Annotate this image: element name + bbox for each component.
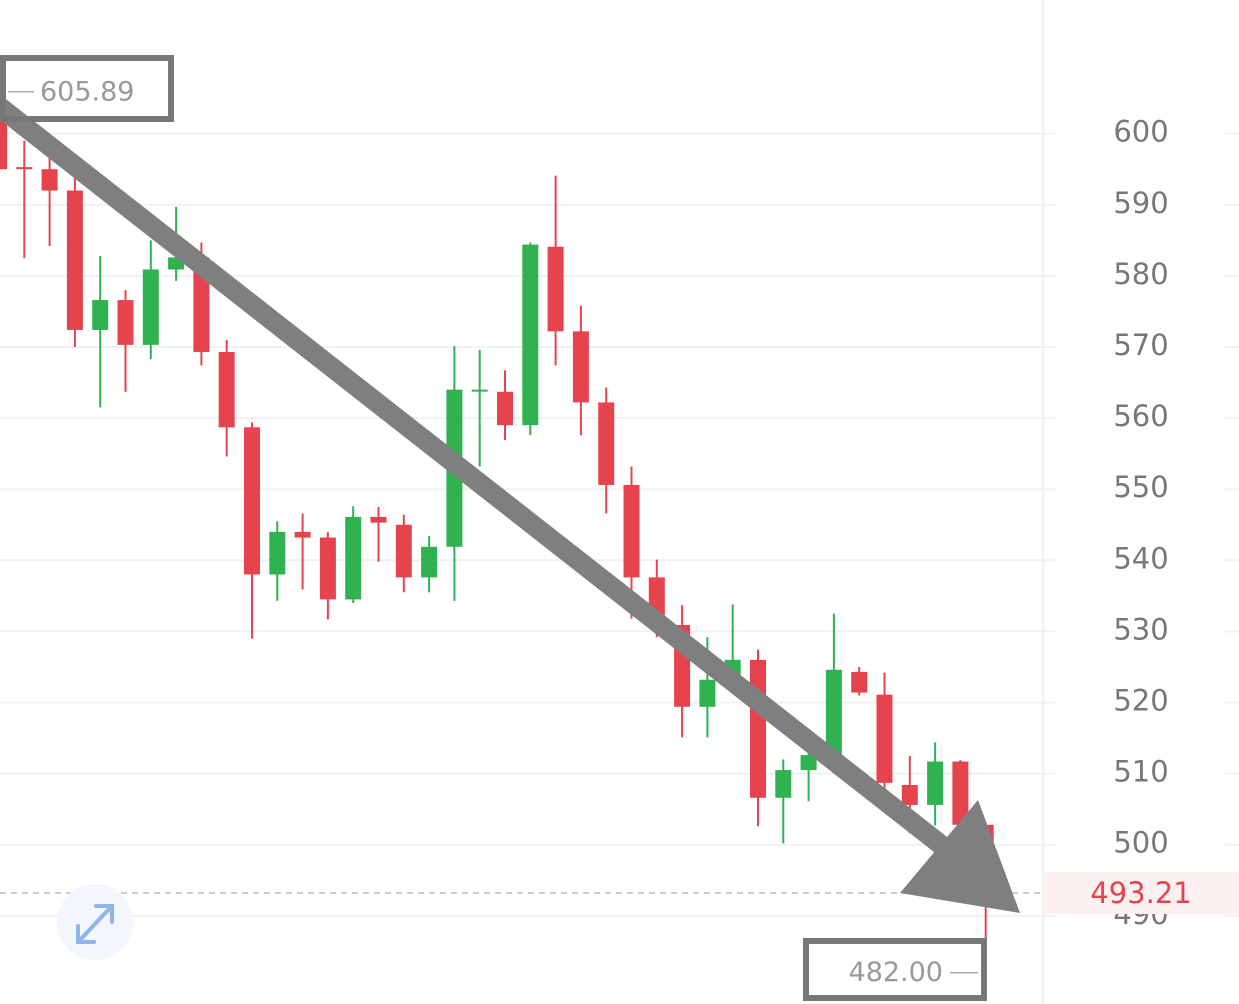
candle-body bbox=[547, 246, 564, 332]
last-price-box bbox=[1044, 872, 1239, 915]
candle-body bbox=[142, 269, 159, 345]
candle-body bbox=[927, 761, 944, 805]
candle-body bbox=[522, 244, 539, 426]
candle-body bbox=[800, 755, 817, 771]
candle-body bbox=[294, 531, 311, 538]
y-tick-label: 560 bbox=[1113, 399, 1168, 433]
candle-body bbox=[825, 669, 842, 756]
candle-body bbox=[395, 524, 412, 578]
y-tick-label: 510 bbox=[1113, 755, 1168, 789]
candle-body bbox=[598, 402, 615, 485]
trend-arrow bbox=[0, 96, 1020, 913]
candle-body bbox=[117, 300, 134, 345]
candle-body bbox=[370, 516, 387, 523]
y-tick-label: 550 bbox=[1113, 470, 1168, 504]
y-tick-label: 570 bbox=[1113, 328, 1168, 362]
y-tick-label: 580 bbox=[1113, 257, 1168, 291]
candle-body bbox=[269, 531, 286, 575]
candle-body bbox=[193, 257, 210, 352]
candle-body bbox=[0, 119, 7, 170]
candle-body bbox=[92, 300, 109, 330]
high-marker-label: 605.89 bbox=[40, 76, 134, 107]
highlight-box bbox=[0, 55, 174, 122]
candle-body bbox=[421, 546, 438, 578]
y-tick-label: 590 bbox=[1113, 186, 1168, 220]
candle-body bbox=[623, 484, 640, 578]
low-marker-label: 482.00 bbox=[849, 957, 943, 988]
candle-body bbox=[16, 167, 33, 170]
candle-body bbox=[876, 694, 893, 783]
candle-body bbox=[319, 537, 336, 600]
y-tick-label: 540 bbox=[1113, 541, 1168, 575]
candle-body bbox=[66, 190, 83, 330]
last-price-label: 493.21 bbox=[1090, 876, 1191, 910]
candle-body bbox=[775, 770, 792, 798]
y-tick-label: 600 bbox=[1113, 115, 1168, 149]
candle-body bbox=[471, 389, 488, 392]
y-tick-label: 500 bbox=[1113, 826, 1168, 860]
candle-body bbox=[244, 427, 260, 575]
expand-icon[interactable] bbox=[57, 884, 133, 960]
candle-body bbox=[699, 679, 716, 707]
candle-body bbox=[750, 659, 766, 798]
candle-body bbox=[901, 784, 918, 805]
candle-body bbox=[572, 331, 589, 403]
plot: 490500510520530540550560570580590600493.… bbox=[0, 76, 1239, 988]
candle-body bbox=[41, 169, 58, 191]
candle-body bbox=[345, 516, 362, 600]
y-tick-label: 520 bbox=[1113, 684, 1168, 718]
candle-body bbox=[218, 351, 235, 428]
candle-body bbox=[952, 761, 969, 825]
candle-body bbox=[851, 671, 868, 693]
y-tick-label: 530 bbox=[1113, 612, 1168, 646]
highlight-box bbox=[803, 938, 987, 1001]
candle-body bbox=[497, 391, 513, 426]
